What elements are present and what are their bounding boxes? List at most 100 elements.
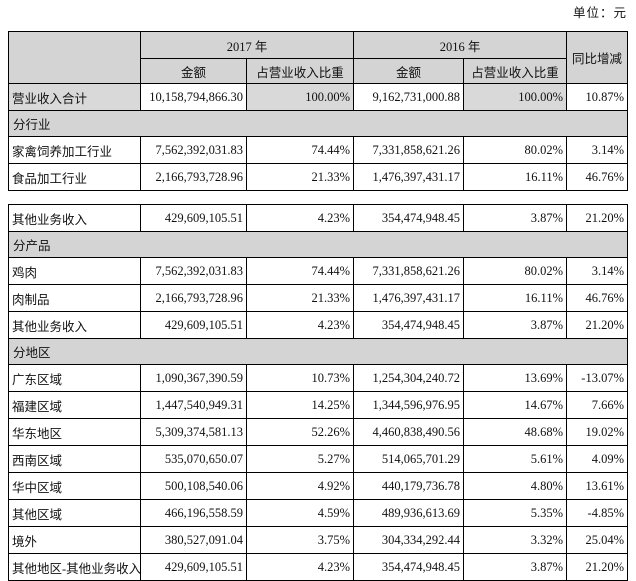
section-header-row: 分产品 xyxy=(8,231,628,258)
table-row: 肉制品 2,166,793,728.96 21.33% 1,476,397,431.1… xyxy=(8,284,628,312)
table-row: 其他业务收入 429,609,105.51 4.23% 354,474,948.45 3… xyxy=(8,204,628,232)
share-2016: 5.35% xyxy=(463,499,567,527)
amount-2016: 514,065,701.29 xyxy=(353,445,464,473)
share-2017: 4.59% xyxy=(246,499,354,527)
amount-2016: 9,162,731,000.88 xyxy=(353,83,465,111)
row-label: 华中区域 xyxy=(8,472,141,500)
share-2016: 100.00% xyxy=(463,83,568,111)
yoy-change: 7.66% xyxy=(566,391,628,419)
amount-2016: 440,179,736.78 xyxy=(353,472,464,500)
share-2016: 16.11% xyxy=(463,284,567,312)
row-label: 其他业务收入 xyxy=(8,204,141,232)
yoy-change: 46.76% xyxy=(566,284,628,312)
share-2017: 3.75% xyxy=(246,526,354,554)
amount-2016: 4,460,838,490.56 xyxy=(353,418,464,446)
amount-2016: 354,474,948.45 xyxy=(353,311,464,339)
row-label: 境外 xyxy=(8,526,141,554)
table-row: 华东地区 5,309,374,581.13 52.26% 4,460,838,490.… xyxy=(8,418,628,446)
row-label: 食品加工行业 xyxy=(8,163,141,191)
share-2016: 13.69% xyxy=(463,364,567,392)
table-row: 其他区域 466,196,558.59 4.59% 489,936,613.69 5.3… xyxy=(8,499,628,527)
table-row: 福建区域 1,447,540,949.31 14.25% 1,344,596,976.… xyxy=(8,391,628,419)
table-row: 家禽饲养加工行业 7,562,392,031.83 74.44% 7,331,858,… xyxy=(8,136,629,164)
amount-2017: 2,166,793,728.96 xyxy=(140,163,247,191)
share-2016: 16.11% xyxy=(463,163,568,191)
amount-2016: 489,936,613.69 xyxy=(353,499,464,527)
row-label: 肉制品 xyxy=(8,284,141,312)
row-label: 西南区域 xyxy=(8,445,141,473)
amount-header-2016: 金额 xyxy=(353,58,465,84)
yoy-change: 3.14% xyxy=(566,136,629,164)
amount-2017: 466,196,558.59 xyxy=(140,499,247,527)
share-2016: 80.02% xyxy=(463,257,567,285)
amount-2017: 7,562,392,031.83 xyxy=(140,257,247,285)
section-label: 分产品 xyxy=(8,231,628,258)
table-row: 华中区域 500,108,540.06 4.92% 440,179,736.78 4.8… xyxy=(8,472,628,500)
share-2016: 4.80% xyxy=(463,472,567,500)
row-label: 营业收入合计 xyxy=(8,83,141,111)
share-2016: 3.87% xyxy=(463,311,567,339)
amount-2016: 7,331,858,621.26 xyxy=(353,136,465,164)
total-row: 营业收入合计 10,158,794,866.30 100.00% 9,162,731,… xyxy=(8,83,629,111)
amount-2016: 354,474,948.45 xyxy=(353,204,464,232)
yoy-change: 10.87% xyxy=(566,83,629,111)
table-row: 鸡肉 7,562,392,031.83 74.44% 7,331,858,621.26… xyxy=(8,257,628,285)
year-2017-header: 2017 年 xyxy=(139,31,355,59)
amount-2017: 429,609,105.51 xyxy=(140,204,247,232)
table-row: 广东区域 1,090,367,390.59 10.73% 1,254,304,240.… xyxy=(8,364,628,392)
share-2017: 4.23% xyxy=(246,204,354,232)
amount-2017: 1,447,540,949.31 xyxy=(140,391,247,419)
amount-2016: 1,344,596,976.95 xyxy=(353,391,464,419)
yoy-change: 46.76% xyxy=(566,163,629,191)
share-2016: 14.67% xyxy=(463,391,567,419)
share-2016: 48.68% xyxy=(463,418,567,446)
corner-header-cell xyxy=(8,31,141,84)
share-2016: 5.61% xyxy=(463,445,567,473)
section-header-row: 分地区 xyxy=(8,338,628,365)
amount-2017: 500,108,540.06 xyxy=(140,472,247,500)
yoy-change: 21.20% xyxy=(566,553,628,581)
amount-header-2017: 金额 xyxy=(140,58,247,84)
section-label: 分行业 xyxy=(7,110,629,137)
amount-2016: 1,254,304,240.72 xyxy=(353,364,464,392)
row-label: 家禽饲养加工行业 xyxy=(8,136,141,164)
share-header-2016: 占营业收入比重 xyxy=(463,58,568,84)
share-2017: 52.26% xyxy=(246,418,354,446)
yoy-change: 21.20% xyxy=(566,204,628,232)
yoy-change: 3.14% xyxy=(566,257,628,285)
amount-2016: 354,474,948.45 xyxy=(353,553,464,581)
revenue-table-block-2: 其他业务收入 429,609,105.51 4.23% 354,474,948.45 3… xyxy=(8,204,628,581)
yoy-change: 25.04% xyxy=(566,526,628,554)
yoy-change: 21.20% xyxy=(566,311,628,339)
amount-2017: 10,158,794,866.30 xyxy=(140,83,247,111)
amount-2017: 2,166,793,728.96 xyxy=(140,284,247,312)
amount-2016: 1,476,397,431.17 xyxy=(353,163,465,191)
share-2016: 3.87% xyxy=(463,204,567,232)
row-label: 其他业务收入 xyxy=(8,311,141,339)
amount-2017: 7,562,392,031.83 xyxy=(140,136,247,164)
amount-2017: 429,609,105.51 xyxy=(140,553,247,581)
yoy-change: -13.07% xyxy=(566,364,628,392)
share-2017: 74.44% xyxy=(246,257,354,285)
yoy-header: 同比增减 xyxy=(566,31,629,84)
row-label: 其他地区-其他业务收入 xyxy=(8,553,141,581)
table-row: 境外 380,527,091.04 3.75% 304,334,292.44 3.32%… xyxy=(8,526,628,554)
share-2017: 4.23% xyxy=(246,311,354,339)
share-2017: 10.73% xyxy=(246,364,354,392)
unit-label: 单位：元 xyxy=(572,6,627,20)
row-label: 鸡肉 xyxy=(8,257,141,285)
amount-2017: 535,070,650.07 xyxy=(140,445,247,473)
yoy-change: 13.61% xyxy=(566,472,628,500)
share-header-2017: 占营业收入比重 xyxy=(245,58,355,84)
yoy-change: -4.85% xyxy=(566,499,628,527)
row-label: 华东地区 xyxy=(8,418,141,446)
share-2016: 3.87% xyxy=(463,553,567,581)
share-2017: 21.33% xyxy=(245,163,355,191)
share-2017: 100.00% xyxy=(245,83,355,111)
yoy-change: 19.02% xyxy=(566,418,628,446)
share-2017: 4.23% xyxy=(246,553,354,581)
share-2016: 3.32% xyxy=(463,526,567,554)
share-2017: 14.25% xyxy=(246,391,354,419)
amount-2017: 5,309,374,581.13 xyxy=(140,418,247,446)
table-row: 其他地区-其他业务收入 429,609,105.51 4.23% 354,474,94… xyxy=(8,553,628,581)
